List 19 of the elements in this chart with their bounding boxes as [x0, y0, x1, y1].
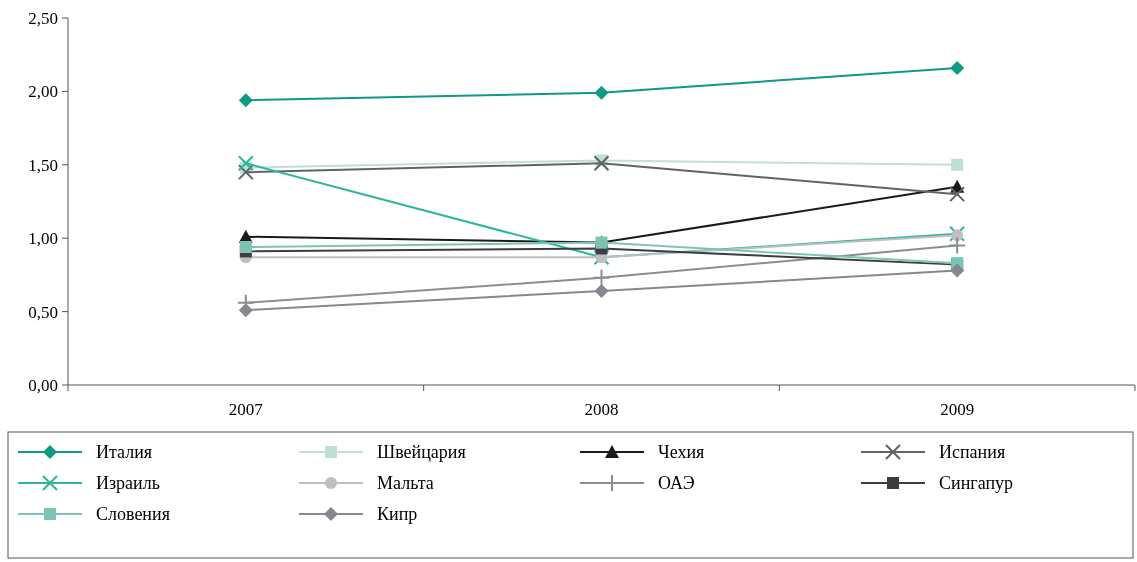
- legend-label: Испания: [939, 442, 1006, 463]
- y-tick-label: 2,50: [28, 8, 58, 28]
- legend-label: Кипр: [377, 504, 418, 525]
- y-tick-label: 2,00: [28, 82, 58, 102]
- x-tick-label: 2007: [228, 400, 264, 419]
- x-tick-label: 2008: [584, 400, 619, 419]
- legend-label: Чехия: [658, 442, 705, 463]
- y-tick-label: 0,00: [28, 375, 58, 395]
- legend-label: Словения: [96, 504, 170, 525]
- legend-label: Израиль: [96, 473, 160, 494]
- x-tick-label: 2009: [940, 400, 975, 419]
- legend-label: ОАЭ: [658, 473, 695, 494]
- legend-label: Сингапур: [939, 473, 1014, 494]
- y-tick-label: 1,50: [28, 155, 58, 175]
- y-tick-label: 1,00: [28, 229, 58, 249]
- legend-label: Италия: [96, 442, 153, 463]
- y-tick-label: 0,50: [28, 302, 58, 322]
- legend-label: Швейцария: [377, 442, 466, 463]
- legend-label: Мальта: [377, 473, 434, 494]
